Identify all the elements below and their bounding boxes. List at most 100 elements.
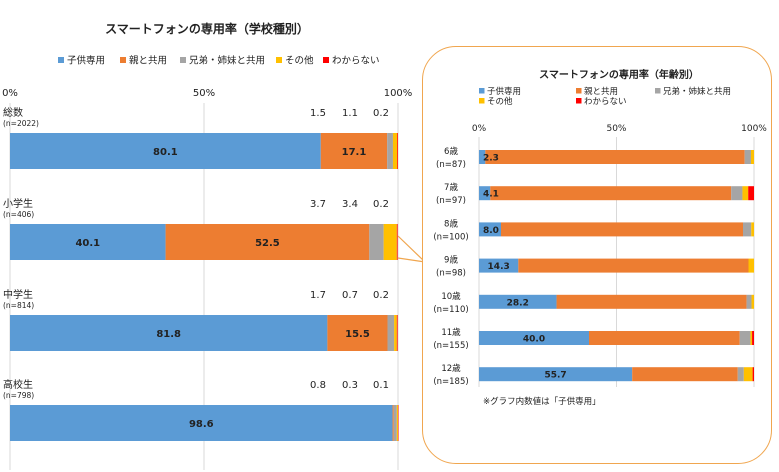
bar-segment-shared-sibling [387,315,395,351]
category-n: (n=814) [3,301,34,310]
data-label-shared-sibling: 0.8 [310,380,326,391]
age-category-label: 8歳 [444,218,458,229]
age-chart-title: スマートフォンの専用率（年齢別） [539,68,699,81]
age-bar-segment-shared-parent [518,258,749,273]
age-category-n: (n=98) [436,269,466,279]
age-legend-label-shared-sibling: 兄弟・姉妹と共用 [663,86,731,97]
category-n: (n=406) [3,210,34,219]
age-bar-segment-other [750,150,754,164]
category-n: (n=2022) [3,119,39,128]
data-label-unknown: 0.2 [373,108,389,119]
age-legend-swatch-shared-sibling [655,88,661,94]
school-chart-bars [10,133,399,441]
school-chart-categories: 総数(n=2022) 小学生(n=406) 中学生(n=814) 高校生(n=798) [3,106,39,400]
bar-segment-shared-sibling [393,405,397,441]
age-chart-bars [479,150,754,382]
data-label-shared-sibling: 1.5 [310,108,326,119]
age-category-n: (n=185) [433,377,468,387]
bar-segment-shared-sibling [369,224,384,260]
age-legend-swatch-child-only [479,88,485,94]
age-bar-segment-child-only [479,222,501,237]
legend-swatch-shared-sibling [180,57,186,63]
age-category-n: (n=97) [436,196,466,206]
data-label-unknown: 0.1 [373,380,389,391]
age-bar-segment-other [748,258,754,273]
legend-label-child-only: 子供専用 [67,55,105,67]
age-legend-label-shared-parent: 親と共用 [584,86,618,97]
data-label-shared-parent: 52.5 [255,238,280,249]
age-data-label-child-only: 8.0 [483,226,499,236]
legend-label-shared-parent: 親と共用 [129,55,167,67]
age-category-n: (n=100) [433,232,468,242]
school-chart-legend: 子供専用 親と共用 兄弟・姉妹と共用 その他 わからない [58,55,380,67]
legend-label-other: その他 [285,55,314,67]
bar-segment-other [392,133,398,169]
category-label: 総数 [3,106,23,119]
x-tick-label-50: 50% [193,88,215,99]
bar-segment-unknown [396,315,398,351]
age-bar-segment-shared-sibling [744,150,751,164]
age-data-label-child-only: 2.3 [483,154,499,164]
age-bar-segment-child-only [479,186,491,201]
legend-label-shared-sibling: 兄弟・姉妹と共用 [189,55,265,67]
age-data-label-child-only: 4.1 [483,190,499,200]
data-label-child-only: 40.1 [75,238,100,249]
data-label-child-only: 98.6 [189,419,214,430]
category-label: 小学生 [3,197,33,210]
data-label-child-only: 80.1 [153,147,178,158]
age-category-n: (n=155) [433,341,468,351]
age-bar-segment-shared-sibling [746,294,752,309]
data-label-unknown: 0.2 [373,199,389,210]
age-category-label: 10歳 [441,291,461,302]
category-n: (n=798) [3,391,34,400]
data-label-other: 0.3 [342,380,358,391]
category-label: 高校生 [3,378,33,391]
age-bar-segment-shared-sibling [743,222,752,237]
age-category-n: (n=110) [433,305,468,315]
age-bar-segment-child-only [479,150,486,164]
legend-swatch-child-only [58,57,64,63]
data-label-other: 0.7 [342,290,358,301]
age-x-tick-label-100: 100% [741,124,767,134]
bar-segment-child-only [10,315,328,351]
age-bar-segment-shared-parent [501,222,743,237]
bar-segment-other [394,315,397,351]
age-x-tick-label-50: 50% [606,124,626,134]
age-legend-label-other: その他 [487,96,513,107]
age-category-label: 9歳 [444,255,458,266]
bar-segment-shared-sibling [387,133,393,169]
school-chart-title: スマートフォンの専用率（学校種別） [105,21,309,36]
age-bar-segment-shared-sibling [739,331,751,345]
age-bar-segment-unknown [752,331,754,345]
bar-segment-unknown [397,133,398,169]
age-bar-segment-child-only [479,367,633,382]
age-chart-footnote: ※グラフ内数値は「子供専用」 [483,396,601,407]
bar-segment-shared-parent [327,315,388,351]
data-label-shared-sibling: 3.7 [310,199,326,210]
legend-label-unknown: わからない [332,56,380,67]
age-category-n: (n=87) [436,160,466,170]
age-legend-swatch-other [479,98,485,104]
legend-swatch-shared-parent [120,57,126,63]
age-bar-segment-shared-parent [490,186,732,201]
age-data-label-child-only: 14.3 [488,262,510,272]
age-legend-label-child-only: 子供専用 [487,86,521,97]
age-chart-categories: 6歳 (n=87) 7歳 (n=97) 8歳 (n=100) 9歳 (n=98) 10歳 (n=1… [433,146,468,387]
age-callout-panel: スマートフォンの専用率（年齢別） 子供専用 親と共用 兄弟・姉妹と共用その他 わからな… [422,46,772,464]
age-bar-segment-other [743,367,753,382]
age-bar-segment-shared-parent [589,331,740,345]
age-bar-segment-other [751,222,754,237]
bar-segment-unknown [398,405,399,441]
age-legend-label-unknown: わからない [584,97,627,107]
x-tick-label-0: 0% [2,88,18,99]
age-bar-segment-child-only [479,294,557,309]
bar-segment-shared-parent [392,405,394,441]
age-chart-x-axis: 0% 50% 100% [472,124,767,134]
data-label-shared-parent: 17.1 [342,147,367,158]
age-bar-segment-child-only [479,258,519,273]
bar-segment-unknown [396,224,398,260]
age-x-tick-label-0: 0% [472,124,487,134]
legend-swatch-other [276,57,282,63]
legend-swatch-unknown [323,57,329,63]
